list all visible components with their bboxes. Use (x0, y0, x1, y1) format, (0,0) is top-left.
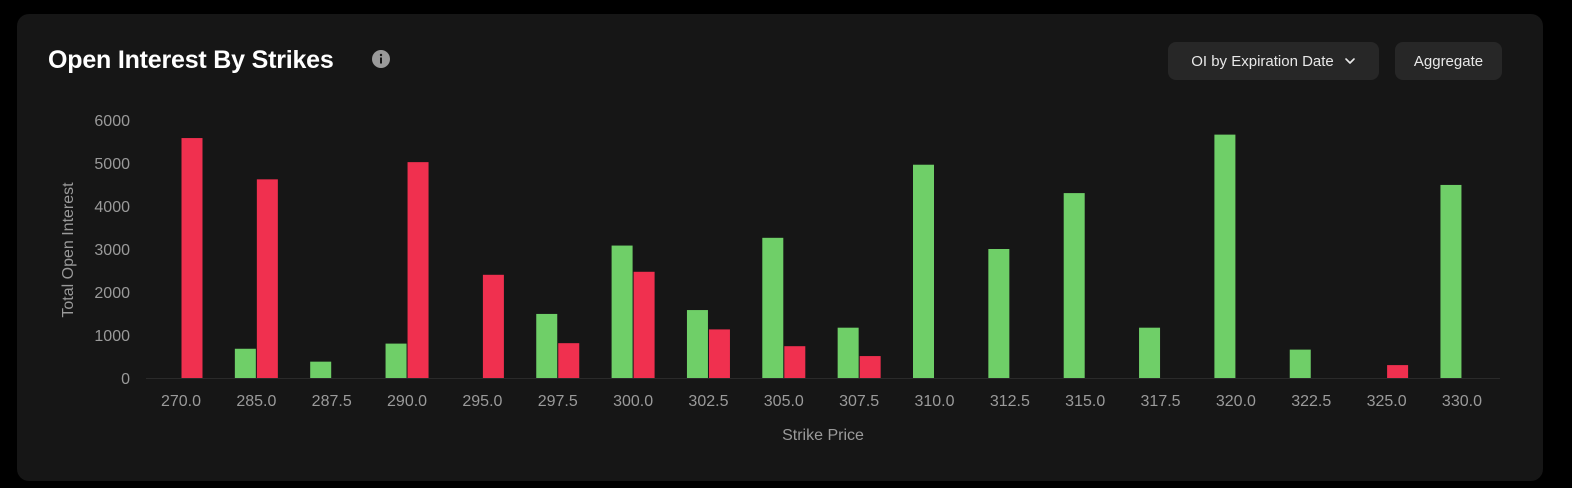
put-bar (859, 356, 881, 378)
y-axis-title: Total Open Interest (60, 182, 77, 318)
x-tick-label: 320.0 (1216, 393, 1256, 410)
x-tick-label: 307.5 (839, 393, 879, 410)
call-bar (686, 310, 708, 378)
call-bar (310, 361, 332, 378)
x-tick-label: 302.5 (688, 393, 728, 410)
call-bar (1063, 193, 1085, 378)
x-tick-label: 325.0 (1367, 393, 1407, 410)
y-tick-label: 1000 (94, 328, 130, 345)
expiration-date-dropdown[interactable]: OI by Expiration Date (1168, 42, 1379, 80)
x-axis-title: Strike Price (782, 427, 864, 444)
y-tick-label: 2000 (94, 285, 130, 302)
y-tick-label: 4000 (94, 199, 130, 216)
call-bar (1139, 327, 1161, 378)
put-bar (708, 329, 730, 378)
put-bar (256, 179, 278, 378)
put-bar (1387, 365, 1409, 378)
chart-title: Open Interest By Strikes (48, 46, 334, 74)
chevron-down-icon (1344, 58, 1355, 64)
call-bar (385, 343, 407, 378)
put-bar (482, 274, 504, 378)
put-bar (633, 271, 655, 378)
call-bar (1440, 184, 1462, 378)
x-tick-label: 295.0 (462, 393, 502, 410)
expiration-date-dropdown-label: OI by Expiration Date (1191, 52, 1334, 70)
y-tick-label: 6000 (94, 113, 130, 130)
x-tick-label: 287.5 (312, 393, 352, 410)
y-tick-label: 3000 (94, 242, 130, 259)
x-tick-label: 300.0 (613, 393, 653, 410)
call-bar (762, 237, 784, 378)
put-bar (407, 162, 429, 378)
x-tick-label: 270.0 (161, 393, 201, 410)
call-bar (1289, 349, 1311, 378)
call-bar (1214, 134, 1236, 378)
aggregate-button[interactable]: Aggregate (1395, 42, 1502, 80)
x-tick-label: 310.0 (914, 393, 954, 410)
x-tick-label: 285.0 (236, 393, 276, 410)
x-tick-label: 317.5 (1141, 393, 1181, 410)
call-bar (536, 313, 558, 378)
info-icon[interactable] (372, 50, 390, 68)
put-bar (784, 346, 806, 378)
x-tick-label: 297.5 (538, 393, 578, 410)
x-tick-label: 315.0 (1065, 393, 1105, 410)
put-bar (558, 343, 580, 378)
call-bar (611, 245, 633, 378)
x-tick-label: 290.0 (387, 393, 427, 410)
put-bar (181, 138, 203, 378)
x-tick-label: 305.0 (764, 393, 804, 410)
call-bar (988, 249, 1010, 378)
call-bar (913, 164, 934, 378)
x-tick-label: 330.0 (1442, 393, 1482, 410)
call-bar (234, 348, 256, 378)
y-tick-label: 5000 (94, 156, 130, 173)
x-tick-label: 322.5 (1291, 393, 1331, 410)
x-tick-label: 312.5 (990, 393, 1030, 410)
y-tick-label: 0 (121, 371, 130, 388)
call-bar (837, 327, 859, 378)
